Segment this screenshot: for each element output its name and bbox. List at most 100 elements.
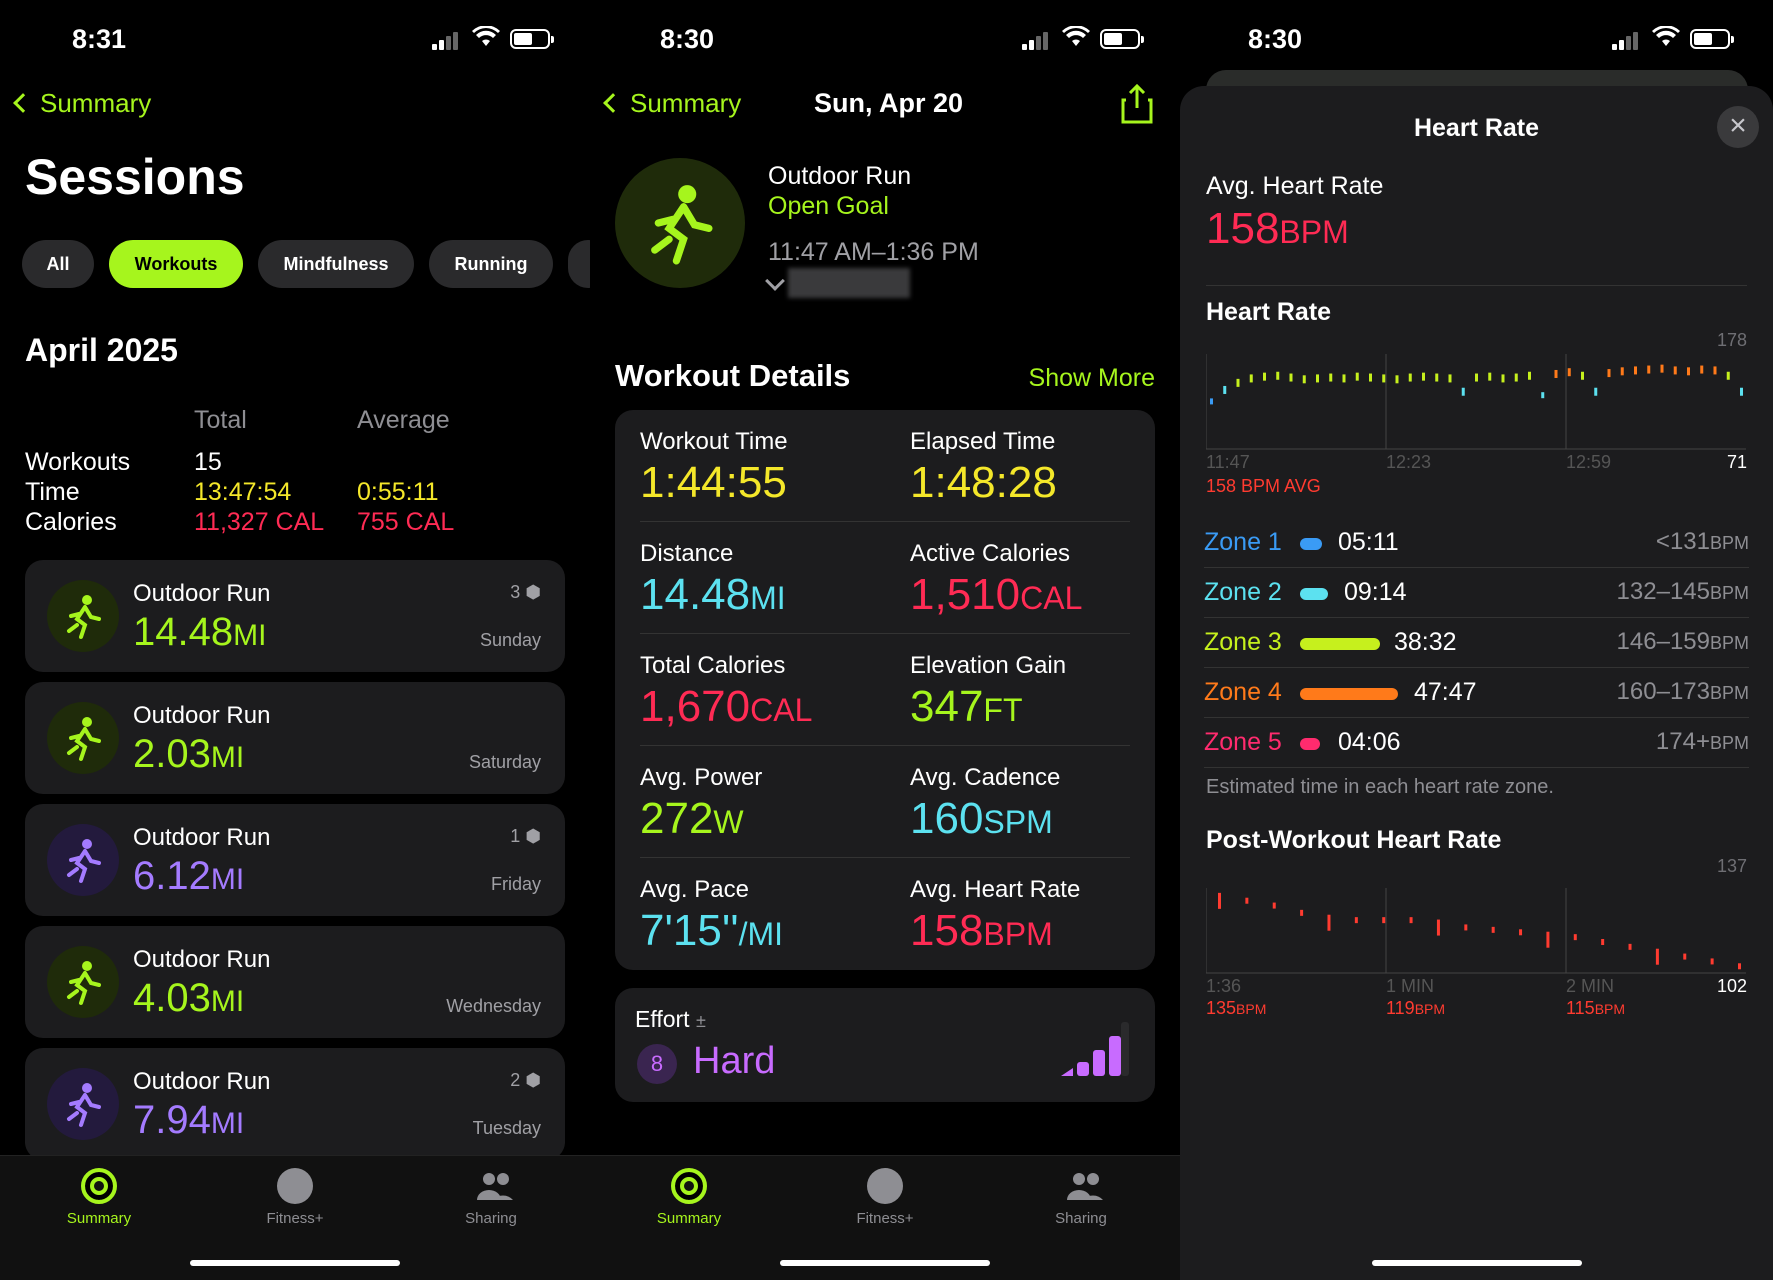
zone-bar <box>1300 538 1322 550</box>
back-button[interactable]: Summary <box>603 88 742 119</box>
section-title: Workout Details <box>615 358 851 393</box>
post-hr-point <box>1601 939 1605 945</box>
hr-point <box>1236 378 1240 387</box>
tab-label: Fitness+ <box>856 1210 914 1227</box>
show-more-link[interactable]: Show More <box>1028 364 1155 392</box>
wifi-icon <box>472 26 500 46</box>
workout-time-range: 11:47 AM–1:36 PM <box>768 238 979 266</box>
session-distance: 2.03MI <box>133 732 245 776</box>
status-time: 8:31 <box>72 24 127 54</box>
runner-icon <box>47 824 119 896</box>
battery-icon <box>1100 29 1144 49</box>
metric-avg-cadence: Avg. Cadence 160SPM <box>910 764 1061 843</box>
session-card[interactable]: Outdoor Run 2.03MI Saturday <box>25 682 565 794</box>
filter-workouts[interactable]: Workouts <box>109 240 243 288</box>
hr-point <box>1541 392 1545 399</box>
hr-point <box>1607 369 1611 378</box>
tab-summary[interactable]: Summary <box>24 1168 174 1227</box>
zone-time: 47:47 <box>1414 678 1477 706</box>
tab-sharing[interactable]: Sharing <box>1006 1168 1156 1227</box>
status-time: 8:30 <box>660 24 715 54</box>
hr-point <box>1461 387 1465 396</box>
post-hr-point <box>1436 919 1440 936</box>
workout-detail-screen: 8:30 Summary Sun, Apr 20 Outdoor Run Ope… <box>590 0 1180 1280</box>
award-count: 3 ⬢ <box>510 582 541 602</box>
hr-point <box>1700 365 1704 374</box>
share-icon[interactable] <box>1120 84 1154 124</box>
tab-sharing[interactable]: Sharing <box>416 1168 566 1227</box>
filter-all[interactable]: All <box>22 240 94 288</box>
zone-range: <131BPM <box>1655 528 1749 555</box>
hr-point <box>1528 371 1531 380</box>
post-x-tick: 1 MIN <box>1386 976 1435 996</box>
metric-avg-heart-rate: Avg. Heart Rate 158BPM <box>910 876 1081 955</box>
metric-workout-time: Workout Time 1:44:55 <box>640 428 788 507</box>
back-button[interactable]: Summary <box>13 88 151 119</box>
runner-icon <box>47 946 119 1018</box>
sheet-title: Heart Rate <box>1413 114 1540 142</box>
runner-icon <box>47 580 119 652</box>
zone-time: 05:11 <box>1338 528 1399 556</box>
x-tick: 11:47 <box>1206 452 1250 472</box>
close-icon[interactable]: × <box>1717 106 1759 148</box>
zone-row: Zone 3 38:32 146–159BPM <box>1204 618 1749 668</box>
tab-fitness-plus[interactable]: Fitness+ <box>220 1168 370 1227</box>
post-hr-point <box>1382 917 1386 924</box>
session-card[interactable]: Outdoor Run 4.03MI Wednesday <box>25 926 565 1038</box>
tab-label: Summary <box>656 1210 722 1227</box>
hr-point <box>1448 374 1452 383</box>
post-hr-point <box>1628 943 1632 950</box>
zone-time: 38:32 <box>1394 628 1457 656</box>
tab-label: Fitness+ <box>266 1210 324 1227</box>
award-count: 2 ⬢ <box>510 1070 541 1090</box>
effort-label: Effort ± <box>635 1006 706 1032</box>
tab-fitness-plus[interactable]: Fitness+ <box>810 1168 960 1227</box>
runner-icon <box>615 158 745 288</box>
post-x-tick: 2 MIN <box>1566 976 1615 996</box>
filter-mindfulness[interactable]: Mindfulness <box>258 240 414 288</box>
fitness-plus-icon <box>867 1168 903 1204</box>
hr-point <box>1620 367 1624 376</box>
hr-point <box>1435 373 1439 382</box>
filter-more[interactable] <box>568 240 590 288</box>
average-calories: 755 CAL <box>357 508 455 536</box>
sharing-icon <box>1063 1168 1103 1204</box>
battery-icon <box>510 29 554 49</box>
hr-point <box>1382 374 1386 383</box>
zone-bar <box>1300 688 1398 700</box>
filter-running[interactable]: Running <box>429 240 553 288</box>
hr-point <box>1501 374 1505 383</box>
cellular-signal-icon <box>1612 30 1642 50</box>
zone-range: 146–159BPM <box>1616 628 1749 655</box>
zone-name: Zone 5 <box>1204 728 1282 756</box>
zone-name: Zone 1 <box>1204 528 1282 556</box>
hr-point <box>1302 375 1306 384</box>
effort-card[interactable]: Effort ± 8 Hard <box>615 988 1155 1102</box>
hr-point <box>1408 373 1412 382</box>
session-distance: 6.12MI <box>133 854 245 898</box>
session-card[interactable]: Outdoor Run 6.12MI 1 ⬢ Friday <box>25 804 565 916</box>
hr-point <box>1634 366 1637 375</box>
avg-heart-rate-value: 158BPM <box>1206 204 1349 253</box>
total-time: 13:47:54 <box>194 478 292 506</box>
chart-min: 71 <box>1726 452 1747 472</box>
post-hr-point <box>1546 931 1550 948</box>
session-day: Saturday <box>468 752 541 772</box>
effort-bars-icon <box>1061 1022 1129 1076</box>
session-card[interactable]: Outdoor Run 14.48MI 3 ⬢ Sunday <box>25 560 565 672</box>
tab-bar: Summary Fitness+ Sharing <box>590 1155 1180 1280</box>
session-day: Tuesday <box>472 1118 541 1138</box>
zone-range: 174+BPM <box>1655 728 1749 755</box>
back-label: Summary <box>630 88 742 118</box>
heart-rate-sheet: Heart Rate × Avg. Heart Rate 158BPM Hear… <box>1180 86 1773 1280</box>
post-hr-point <box>1738 963 1741 970</box>
wifi-icon <box>1062 26 1090 46</box>
post-workout-chart <box>1206 888 1746 974</box>
session-card[interactable]: Outdoor Run 7.94MI 2 ⬢ Tuesday <box>25 1048 565 1160</box>
hr-point <box>1276 371 1280 380</box>
post-tick-value: 115BPM <box>1566 998 1626 1018</box>
tab-summary[interactable]: Summary <box>614 1168 764 1227</box>
heart-rate-chart <box>1206 354 1746 450</box>
metric-elevation-gain: Elevation Gain 347FT <box>910 652 1067 731</box>
session-day: Wednesday <box>446 996 541 1016</box>
